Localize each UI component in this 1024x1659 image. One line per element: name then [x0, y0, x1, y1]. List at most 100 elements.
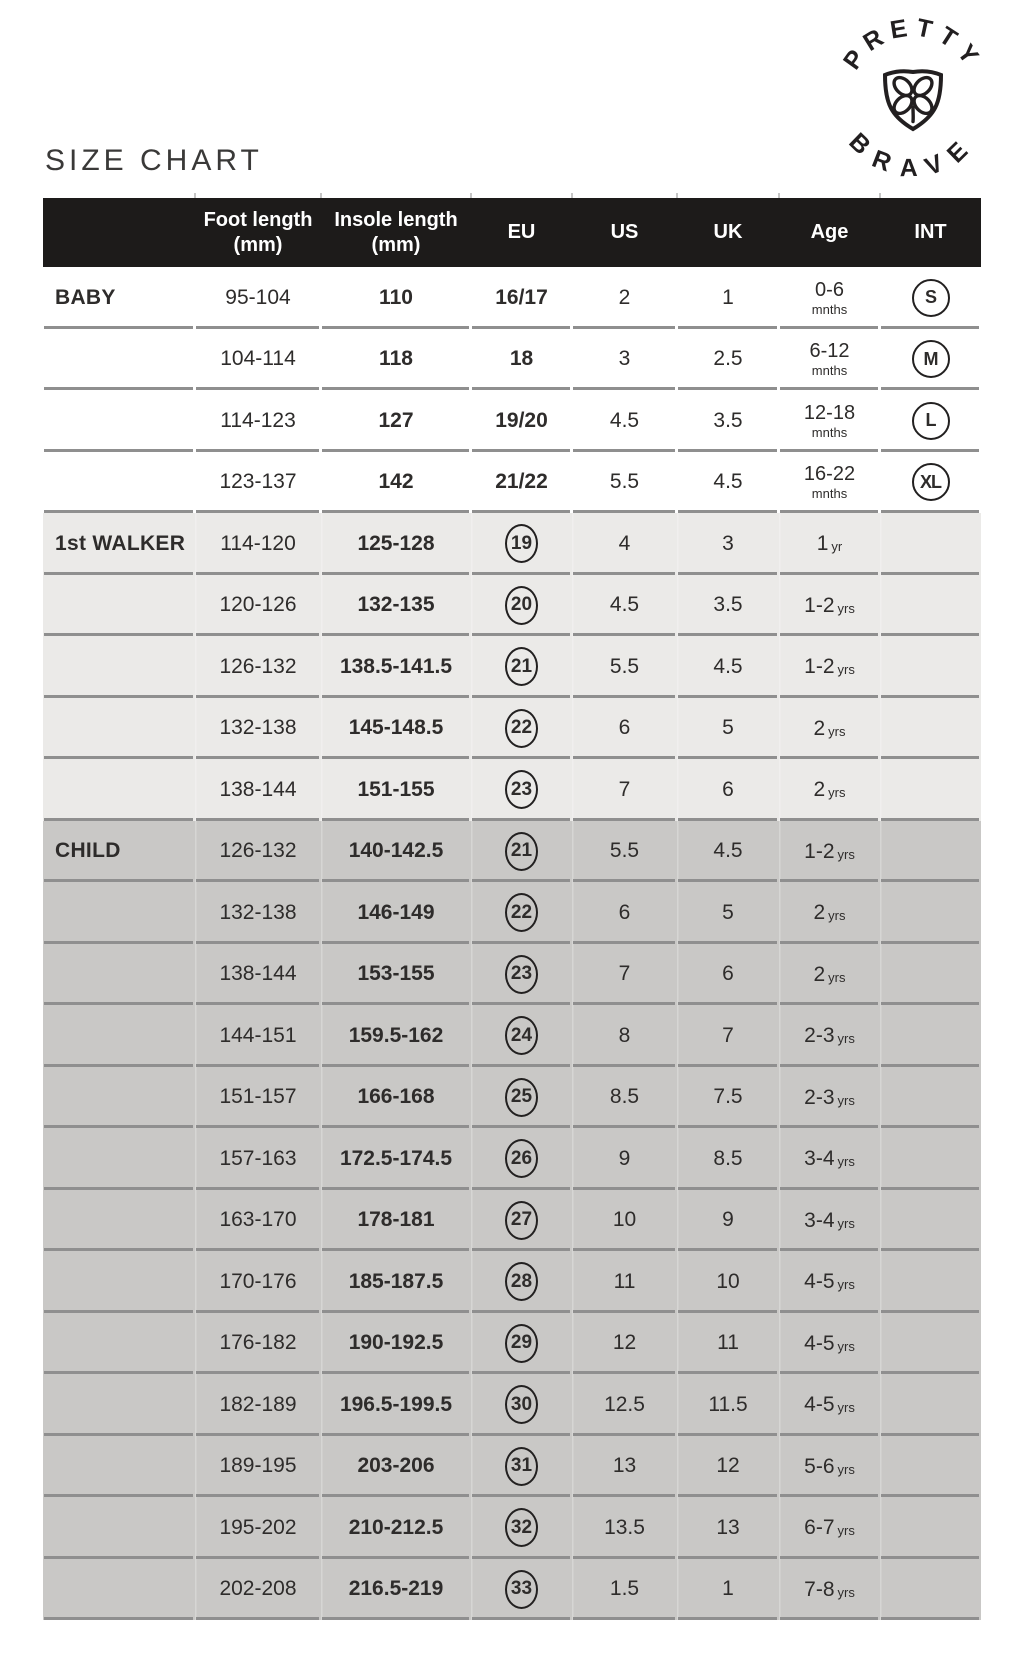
int-size-value: [880, 1005, 981, 1067]
table-row: 132-138 146-149 22 6 5 2 yrs: [43, 882, 981, 944]
insole-length-value: 125-128: [321, 513, 471, 575]
eu-size-value: 32: [471, 1497, 572, 1559]
foot-length-value: 144-151: [195, 1005, 321, 1067]
int-size-value: [880, 1559, 981, 1621]
age-number: 2: [813, 901, 826, 925]
row-group-label: [43, 1559, 195, 1621]
foot-length-value: 95-104: [195, 267, 321, 329]
header-group: [43, 198, 195, 267]
age-unit: yrs: [828, 785, 846, 801]
table-row: 138-144 151-155 23 7 6 2 yrs: [43, 759, 981, 821]
age-unit: yrs: [828, 723, 846, 739]
age-unit: yrs: [837, 1215, 855, 1231]
int-size-value: L: [880, 390, 981, 452]
eu-size-circle: 21: [505, 831, 538, 871]
header-foot-length-line1: Foot length: [203, 208, 313, 231]
age-unit: mnths: [811, 424, 848, 440]
uk-size-value: 5: [677, 882, 779, 944]
header-insole-length-line2: (mm): [371, 233, 421, 256]
int-size-value: XL: [880, 452, 981, 514]
uk-size-value: 7: [677, 1005, 779, 1067]
eu-size-value: 24: [471, 1005, 572, 1067]
uk-size-value: 7.5: [677, 1067, 779, 1129]
eu-size-circle: 27: [505, 1200, 538, 1240]
int-size-value: [880, 944, 981, 1006]
us-size-value: 9: [572, 1128, 677, 1190]
eu-size-value: 21: [471, 636, 572, 698]
eu-size-circle: 25: [505, 1077, 538, 1117]
eu-size-circle: 26: [505, 1139, 538, 1179]
int-size-value: [880, 1497, 981, 1559]
age-number: 1-2: [804, 655, 835, 679]
us-size-value: 2: [572, 267, 677, 329]
age-value: 5-6 yrs: [779, 1436, 880, 1498]
row-group-label: CHILD: [43, 821, 195, 883]
age-number: 1: [816, 532, 829, 556]
table-row: 126-132 138.5-141.5 21 5.5 4.5 1-2 yrs: [43, 636, 981, 698]
uk-size-value: 12: [677, 1436, 779, 1498]
logo-top-text: PRETTY: [838, 13, 988, 75]
age-unit: yrs: [837, 1277, 855, 1293]
row-group-label: [43, 1005, 195, 1067]
table-row: BABY 95-104 110 16/17 2 1 0-6 mnths S: [43, 267, 981, 329]
eu-size-value: 26: [471, 1128, 572, 1190]
eu-size-circle: 19: [505, 524, 538, 564]
us-size-value: 7: [572, 944, 677, 1006]
row-group-label: 1st WALKER: [43, 513, 195, 575]
table-row: 176-182 190-192.5 29 12 11 4-5 yrs: [43, 1313, 981, 1375]
age-unit: yrs: [837, 1031, 855, 1047]
int-size-circle: L: [911, 401, 950, 440]
row-group-label: [43, 1374, 195, 1436]
int-size-value: [880, 1374, 981, 1436]
age-number: 4-5: [804, 1331, 835, 1355]
table-body: BABY 95-104 110 16/17 2 1 0-6 mnths S 104…: [43, 267, 981, 1620]
table-row: 123-137 142 21/22 5.5 4.5 16-22 mnths XL: [43, 452, 981, 514]
age-number: 0-6: [815, 278, 844, 301]
foot-length-value: 189-195: [195, 1436, 321, 1498]
foot-length-value: 163-170: [195, 1190, 321, 1252]
eu-size-circle: 33: [505, 1569, 538, 1609]
eu-size-text: 18: [509, 347, 534, 371]
eu-size-value: 29: [471, 1313, 572, 1375]
age-unit: yrs: [828, 969, 846, 985]
insole-length-value: 190-192.5: [321, 1313, 471, 1375]
age-unit: yr: [831, 539, 843, 555]
logo-bottom-text: BRAVE: [843, 128, 982, 183]
age-value: 16-22 mnths: [779, 452, 880, 514]
uk-size-value: 9: [677, 1190, 779, 1252]
eu-size-text: 21/22: [495, 470, 548, 494]
age-value: 3-4 yrs: [779, 1190, 880, 1252]
age-value: 6-7 yrs: [779, 1497, 880, 1559]
int-size-circle: S: [911, 278, 950, 317]
table-row: 144-151 159.5-162 24 8 7 2-3 yrs: [43, 1005, 981, 1067]
uk-size-value: 4.5: [677, 452, 779, 514]
eu-size-value: 23: [471, 759, 572, 821]
header-foot-length-line2: (mm): [233, 233, 283, 256]
row-group-label: [43, 329, 195, 391]
age-value: 0-6 mnths: [779, 267, 880, 329]
insole-length-value: 216.5-219: [321, 1559, 471, 1621]
row-group-label: [43, 390, 195, 452]
age-value: 2-3 yrs: [779, 1005, 880, 1067]
eu-size-value: 20: [471, 575, 572, 637]
eu-size-circle: 21: [505, 647, 538, 687]
table-row: 189-195 203-206 31 13 12 5-6 yrs: [43, 1436, 981, 1498]
eu-size-circle: 22: [505, 708, 538, 748]
section-child: CHILD 126-132 140-142.5 21 5.5 4.5 1-2 yr…: [43, 820, 981, 1621]
eu-size-circle: 20: [505, 585, 538, 625]
foot-length-value: 151-157: [195, 1067, 321, 1129]
age-value: 2 yrs: [779, 944, 880, 1006]
eu-size-value: 16/17: [471, 267, 572, 329]
int-size-value: [880, 1313, 981, 1375]
row-group-label: [43, 1436, 195, 1498]
insole-length-value: 159.5-162: [321, 1005, 471, 1067]
eu-size-value: 27: [471, 1190, 572, 1252]
age-number: 2-3: [804, 1024, 835, 1048]
table-row: 195-202 210-212.5 32 13.5 13 6-7 yrs: [43, 1497, 981, 1559]
int-size-value: [880, 1251, 981, 1313]
header-us: US: [571, 193, 677, 267]
age-value: 4-5 yrs: [779, 1251, 880, 1313]
age-unit: yrs: [837, 1400, 855, 1416]
eu-size-circle: 28: [505, 1262, 538, 1302]
